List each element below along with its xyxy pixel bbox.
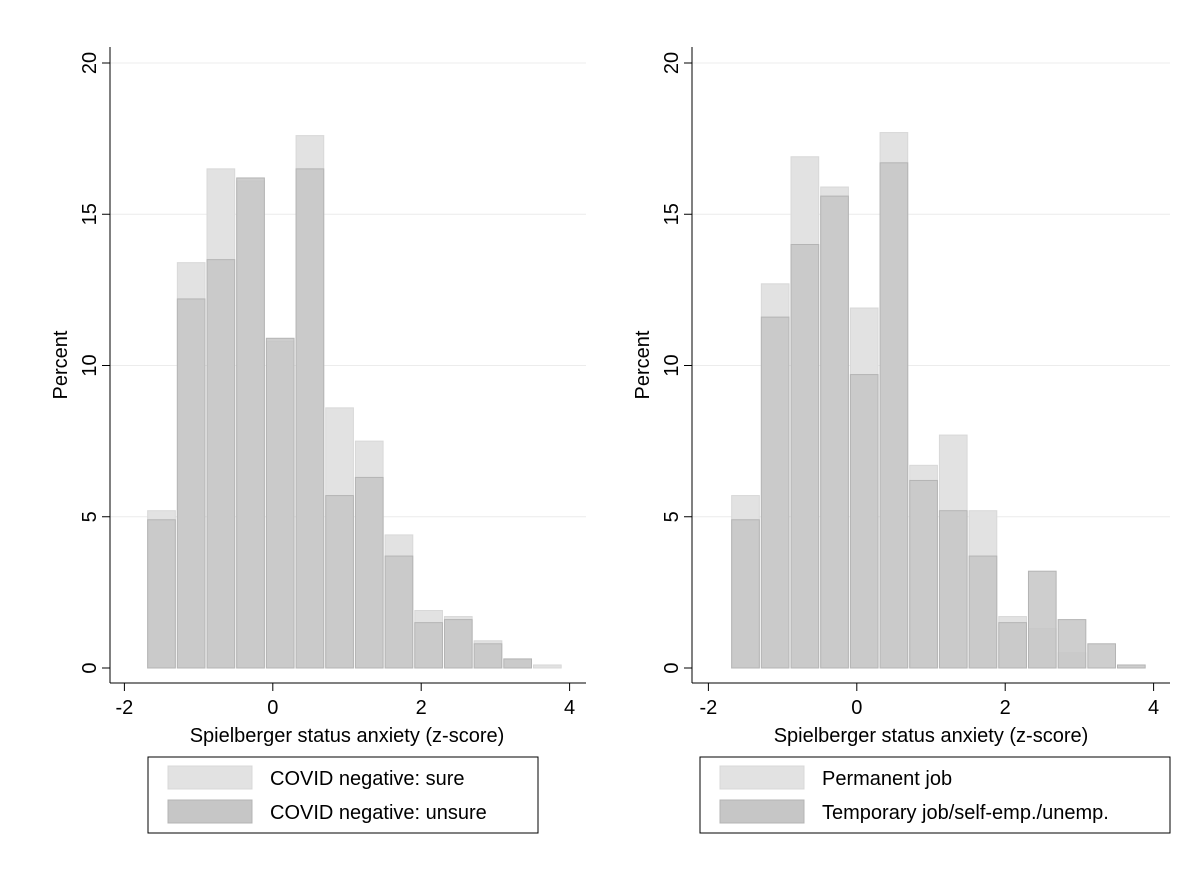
x-axis-title: Spielberger status anxiety (z-score) xyxy=(190,725,505,747)
bar xyxy=(325,495,354,669)
bar xyxy=(354,476,384,669)
x-tick-label: 0 xyxy=(267,697,278,719)
bar xyxy=(938,510,968,669)
legend-label: Permanent job xyxy=(822,768,952,790)
bar xyxy=(1057,619,1087,669)
x-tick-label: 4 xyxy=(1148,697,1159,719)
bar xyxy=(790,244,820,669)
bar xyxy=(998,622,1027,669)
legend-label: COVID negative: unsure xyxy=(270,802,487,824)
y-tick-label: 10 xyxy=(79,354,101,376)
bar xyxy=(236,177,265,669)
y-tick-label: 20 xyxy=(79,52,101,74)
y-tick-label: 0 xyxy=(661,662,683,673)
bar xyxy=(909,479,938,669)
x-tick-label: -2 xyxy=(700,697,718,719)
x-tick-label: -2 xyxy=(116,697,134,719)
bar xyxy=(206,259,236,669)
legend-label: Temporary job/self-emp./unemp. xyxy=(822,802,1109,824)
bar xyxy=(533,664,562,669)
bar xyxy=(265,337,295,669)
bar xyxy=(1027,570,1057,669)
legend-swatch xyxy=(719,765,805,790)
legend: Permanent job Temporary job/self-emp./une… xyxy=(699,756,1171,834)
bar xyxy=(760,316,790,669)
bar xyxy=(968,555,998,669)
series-2 xyxy=(147,168,533,669)
bar xyxy=(731,519,760,669)
x-tick-label: 0 xyxy=(851,697,862,719)
bar xyxy=(879,162,909,669)
x-tick-label: 4 xyxy=(564,697,575,719)
y-tick-label: 10 xyxy=(661,354,683,376)
y-tick-label: 5 xyxy=(661,511,683,522)
legend: COVID negative: sure COVID negative: unsu… xyxy=(147,756,539,834)
bar xyxy=(176,298,206,669)
bar xyxy=(1087,643,1116,669)
panel-1: 0 5 10 15 20 -2 0 2 4 Spielberger status anxiety … xyxy=(50,47,586,834)
bar xyxy=(443,619,473,669)
legend-label: COVID negative: sure xyxy=(270,768,465,790)
y-axis-title: Percent xyxy=(50,330,72,399)
series-2 xyxy=(731,162,1146,669)
bar xyxy=(1117,664,1146,669)
bar xyxy=(503,658,533,669)
y-tick-label: 20 xyxy=(661,52,683,74)
legend-swatch xyxy=(167,765,253,790)
bar xyxy=(820,195,849,669)
x-axis-title: Spielberger status anxiety (z-score) xyxy=(774,725,1089,747)
y-tick-label: 15 xyxy=(661,203,683,225)
y-tick-label: 0 xyxy=(79,662,101,673)
bar xyxy=(295,168,325,669)
legend-swatch xyxy=(167,799,253,824)
y-axis-title: Percent xyxy=(632,330,654,399)
bar xyxy=(147,519,176,669)
y-tick-label: 5 xyxy=(79,511,101,522)
x-tick-label: 2 xyxy=(1000,697,1011,719)
bar xyxy=(384,555,414,669)
bar xyxy=(414,622,443,669)
panel-2: 0 5 10 15 20 -2 0 2 4 Spielberger status anxiety … xyxy=(632,47,1171,834)
x-tick-label: 2 xyxy=(416,697,427,719)
y-tick-label: 15 xyxy=(79,203,101,225)
bar xyxy=(473,643,503,669)
legend-swatch xyxy=(719,799,805,824)
bar xyxy=(849,374,879,669)
